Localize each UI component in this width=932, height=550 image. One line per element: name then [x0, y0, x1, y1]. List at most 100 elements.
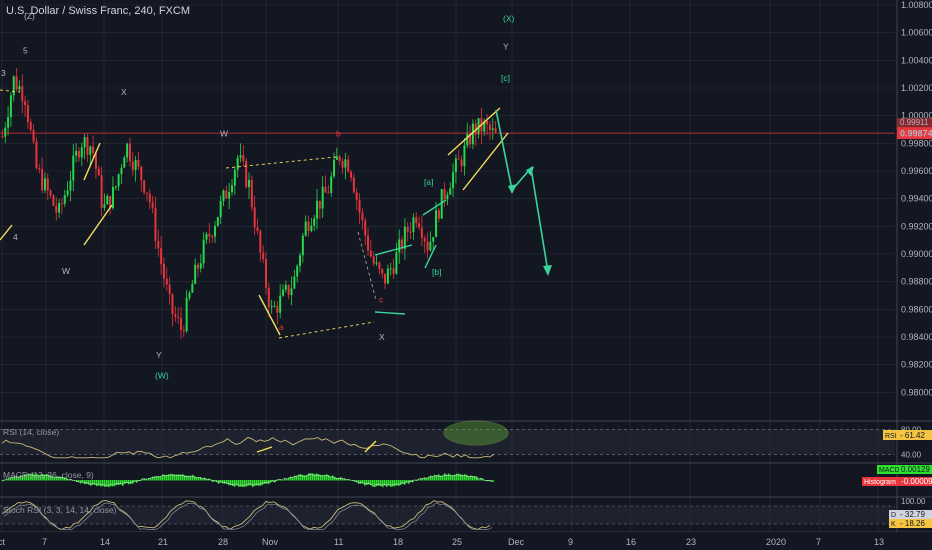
macd-hist-bar: [302, 474, 304, 481]
macd-hist-bar: [92, 480, 94, 485]
candle: [182, 329, 185, 332]
wave-label: c: [379, 294, 384, 304]
price-tick-label: 0.98800: [901, 277, 932, 287]
prev-price-label: 0.99911: [900, 118, 929, 127]
last-price-tag: [897, 127, 932, 140]
candle: [290, 288, 293, 295]
candle: [471, 123, 474, 145]
macd-hist-bar: [126, 480, 128, 484]
last-price-label: 0.99874: [900, 129, 932, 139]
candle: [338, 156, 341, 161]
price-tick-label: 0.98000: [901, 387, 932, 397]
candle: [151, 202, 154, 208]
macd-hist-bar: [110, 480, 112, 487]
macd-hist-bar: [392, 480, 394, 487]
macd-hist-bar: [320, 474, 322, 481]
wave-trendline: [422, 199, 447, 216]
macd-hist-bar: [468, 476, 470, 481]
macd-hist-bar: [102, 480, 104, 487]
macd-hist-bar: [200, 477, 202, 481]
candle: [9, 95, 12, 118]
candle: [248, 179, 250, 187]
projection-path: [495, 109, 549, 273]
projection-arrowhead: [526, 166, 534, 176]
macd-hist-bar: [466, 474, 468, 481]
candle: [307, 221, 310, 231]
macd-hist-bar: [300, 474, 302, 481]
macd-hist-bar: [238, 480, 240, 487]
candle: [398, 239, 401, 253]
macd-hist-bar: [264, 480, 266, 484]
candle: [97, 168, 100, 176]
macd-hist-bar: [464, 474, 466, 481]
candle: [330, 176, 333, 193]
candle: [89, 146, 92, 155]
macd-hist-bar: [50, 475, 52, 481]
price-tick-label: 0.98600: [901, 304, 932, 314]
price-tick-label: 0.98200: [901, 360, 932, 370]
macd-hist-bar: [250, 480, 252, 486]
macd-hist-bar: [188, 475, 190, 481]
macd-hist-bar: [180, 474, 182, 481]
stoch-k-line: [1, 500, 491, 530]
candle: [83, 137, 86, 148]
macd-hist-bar: [228, 480, 230, 486]
macd-hist-bar: [252, 480, 254, 488]
macd-hist-bar: [172, 473, 174, 481]
wave-label: Y: [503, 41, 509, 51]
candle: [69, 180, 72, 191]
macd-pane-title: MACD (12, 26, close, 9): [3, 470, 94, 480]
macd-hist-bar: [366, 480, 368, 486]
candle: [131, 161, 134, 170]
macd-hist-bar: [276, 480, 278, 481]
candle: [460, 159, 463, 167]
macd-hist-bar: [248, 480, 250, 486]
candle: [245, 160, 248, 187]
macd-hist-bar: [164, 474, 166, 481]
macd-hist-bar: [448, 473, 450, 481]
macd-hist-bar: [374, 480, 376, 488]
macd-hist-bar: [378, 480, 380, 486]
time-axis-label: 11: [334, 537, 343, 547]
macd-hist-bar: [222, 480, 224, 484]
macd-hist-bar: [90, 480, 92, 486]
price-tick-label: 0.99800: [901, 138, 932, 148]
candle: [273, 305, 276, 307]
macd-hist-bar: [340, 477, 342, 481]
candle: [239, 155, 242, 158]
macd-hist-bar: [42, 474, 44, 481]
time-axis-label: 16: [626, 537, 636, 547]
macd-hist-bar: [428, 476, 430, 481]
macd-hist-bar: [458, 473, 460, 481]
candle: [109, 196, 112, 209]
wave-label: 4: [13, 232, 18, 242]
candle: [409, 231, 412, 233]
time-axis-label: 7: [42, 537, 47, 547]
candle: [225, 190, 228, 199]
candle: [194, 264, 197, 284]
candle: [216, 217, 219, 226]
candle: [49, 190, 52, 196]
macd-hist-bar: [432, 476, 434, 481]
wave-trendline: [374, 244, 413, 256]
candle: [154, 207, 157, 241]
macd-hist-bar: [58, 476, 60, 481]
candle: [126, 143, 129, 158]
wave-trendline: [462, 132, 509, 191]
stoch-d-value: - 32.79: [900, 510, 925, 519]
macd-hist-bar: [388, 480, 390, 486]
macd-hist-bar: [156, 476, 158, 481]
macd-hist-bar: [34, 474, 36, 481]
candle: [145, 192, 148, 194]
candle: [415, 217, 418, 224]
candle: [123, 157, 126, 168]
macd-hist-bar: [454, 474, 456, 481]
candle: [12, 76, 15, 96]
candle: [94, 152, 97, 169]
macd-hist-bar: [10, 477, 12, 481]
candle: [372, 256, 375, 264]
macd-hist-bar: [292, 477, 294, 481]
macd-hist-bar: [112, 480, 114, 487]
stoch-band: [0, 506, 895, 524]
candle: [137, 160, 140, 167]
